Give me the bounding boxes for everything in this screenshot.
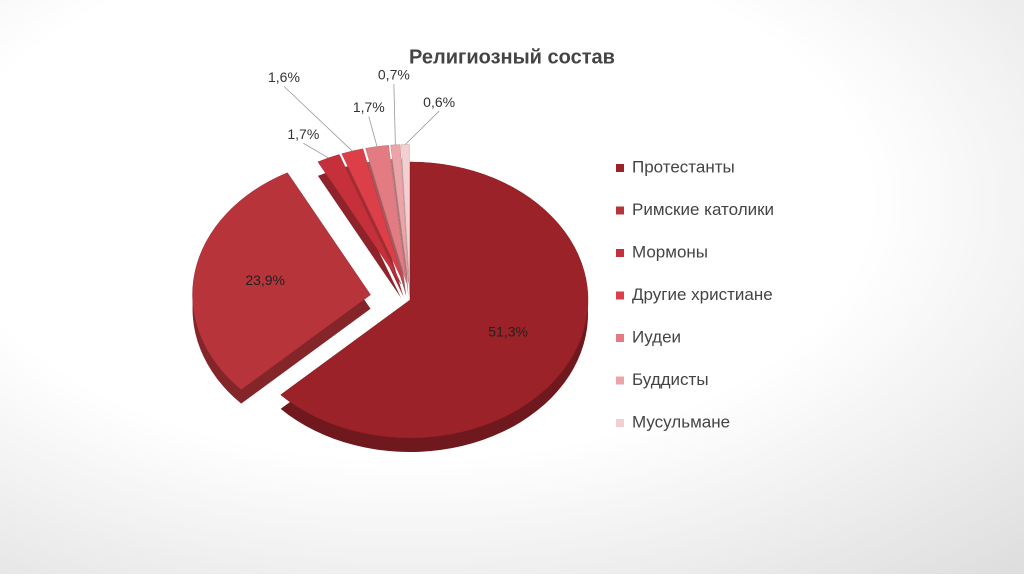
- leader-line: [368, 116, 378, 147]
- slice: [365, 145, 407, 283]
- data-label: 0,7%: [378, 67, 410, 83]
- legend-label: Протестанты: [632, 157, 735, 176]
- legend-swatch: [616, 419, 624, 427]
- slice-depth: [317, 168, 402, 298]
- legend-swatch: [616, 164, 624, 172]
- leader-line: [405, 110, 440, 145]
- legend-label: Римские католики: [632, 200, 774, 219]
- legend-label: Иудеи: [632, 327, 681, 346]
- slice: [317, 154, 402, 285]
- data-label: 1,7%: [353, 99, 385, 115]
- slice: [390, 144, 409, 283]
- slice: [280, 161, 589, 439]
- chart-title: Религиозный состав: [409, 46, 615, 68]
- leader-line: [303, 142, 329, 159]
- leader-line: [393, 83, 396, 145]
- legend-label: Мусульмане: [632, 412, 730, 431]
- slice: [400, 144, 410, 283]
- legend-label: Мормоны: [632, 242, 708, 261]
- legend-swatch: [616, 249, 624, 257]
- legend-label: Буддисты: [632, 370, 709, 389]
- leader-line: [283, 86, 353, 152]
- legend-swatch: [616, 291, 624, 300]
- legend-swatch: [616, 206, 624, 215]
- data-label: 23,9%: [245, 272, 285, 288]
- legend-swatch: [616, 334, 624, 342]
- data-label: 1,7%: [287, 126, 319, 142]
- data-label: 51,3%: [488, 323, 528, 339]
- legend-swatch: [616, 376, 624, 385]
- data-label: 0,6%: [423, 94, 455, 110]
- slice: [192, 172, 371, 390]
- legend-label: Другие христиане: [632, 285, 773, 304]
- data-label: 1,6%: [268, 69, 300, 85]
